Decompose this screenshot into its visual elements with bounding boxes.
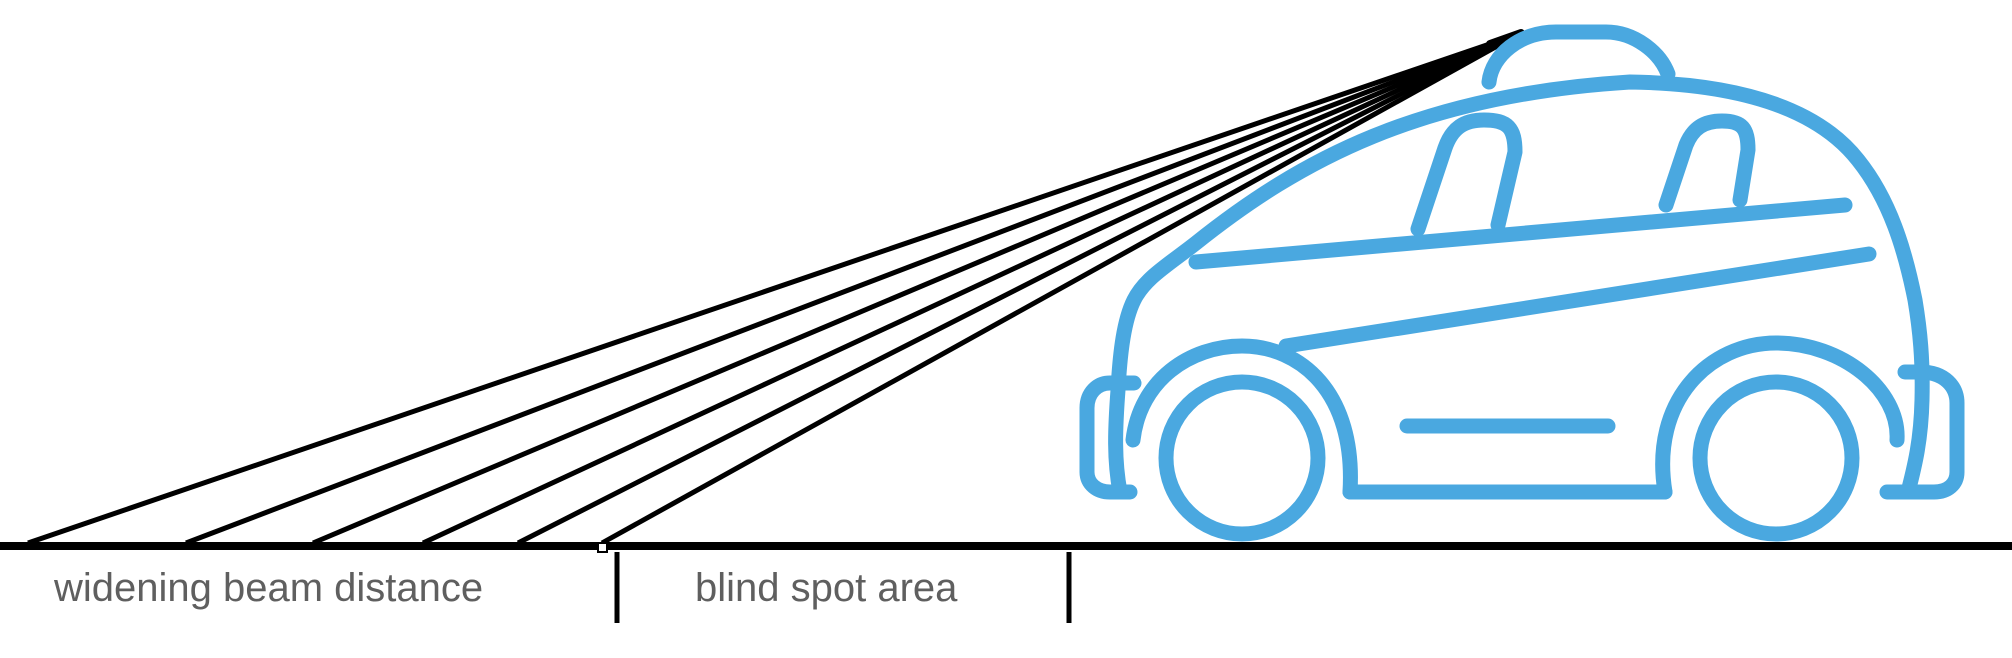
car-body-outline — [1108, 74, 1930, 500]
front-wheel-arch — [1655, 335, 1905, 500]
laser-beam — [600, 31, 1521, 546]
rear-wheel — [1158, 374, 1326, 542]
laser-beam — [421, 31, 1521, 546]
laser-beam — [516, 31, 1521, 546]
widening-beam-label: widening beam distance — [53, 566, 483, 610]
laser-beam — [185, 31, 1520, 546]
front-seat — [1658, 113, 1756, 213]
rear-seat — [1410, 112, 1523, 237]
front-wheel — [1692, 374, 1860, 542]
window-beltline — [1188, 197, 1853, 270]
blind-spot-label: blind spot area — [695, 566, 958, 610]
self-driving-car-icon — [1079, 24, 1965, 542]
side-stripe — [1278, 246, 1877, 354]
front-bumper — [1879, 364, 1965, 500]
rear-bumper — [1079, 375, 1142, 500]
laser-beam — [27, 31, 1520, 546]
rear-wheel-arch — [1125, 338, 1358, 500]
lidar-sensor-icon — [1481, 24, 1676, 90]
laser-beam — [312, 31, 1520, 546]
laser-beams — [27, 29, 1525, 546]
beam-ground-marker — [597, 542, 608, 553]
